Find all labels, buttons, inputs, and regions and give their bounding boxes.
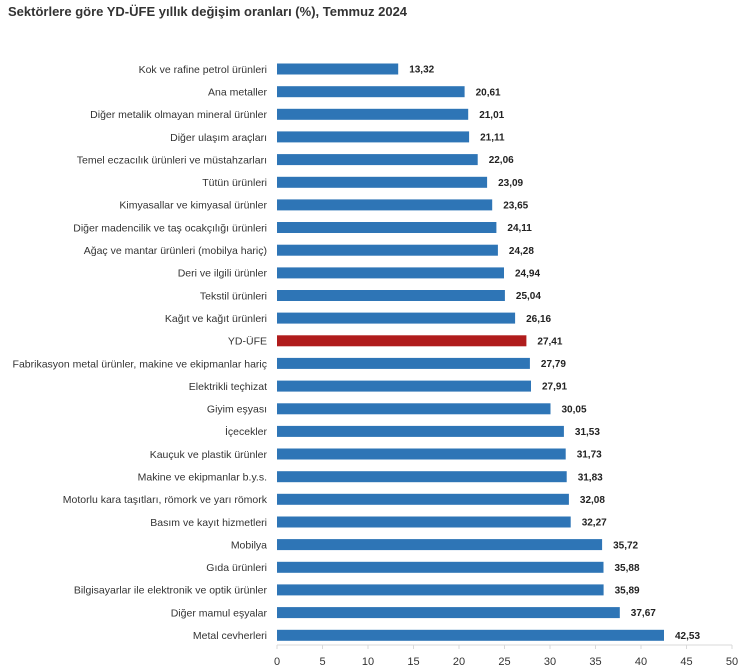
category-label: Makine ve ekipmanlar b.y.s. — [138, 472, 267, 484]
data-label: 31,83 — [578, 472, 603, 483]
data-label: 31,73 — [577, 450, 602, 461]
x-tick-label: 35 — [589, 656, 601, 668]
bar — [277, 516, 571, 528]
data-label: 31,53 — [575, 427, 600, 438]
data-label: 23,65 — [503, 201, 528, 212]
category-label: İçecekler — [225, 425, 268, 438]
bar — [277, 86, 465, 98]
category-label: Motorlu kara taşıtları, römork ve yarı r… — [63, 494, 268, 506]
bar — [277, 584, 604, 596]
category-label: Basım ve kayıt hizmetleri — [150, 517, 267, 529]
category-label: Metal cevherleri — [193, 630, 267, 642]
x-tick-label: 10 — [362, 656, 374, 668]
bar — [277, 267, 504, 279]
category-label: Diğer madencilik ve taş ocakçılığı ürünl… — [73, 222, 267, 234]
data-label: 24,11 — [507, 223, 532, 234]
data-label: 35,89 — [615, 586, 640, 597]
data-label: 21,01 — [479, 110, 504, 121]
bar — [277, 471, 567, 483]
data-label: 27,79 — [541, 359, 566, 370]
x-tick-label: 50 — [726, 656, 738, 668]
data-label: 32,27 — [582, 518, 607, 529]
category-label: Temel eczacılık ürünleri ve müstahzarlar… — [77, 154, 267, 166]
bar — [277, 425, 564, 437]
data-label: 42,53 — [675, 631, 700, 642]
chart-title: Sektörlere göre YD-ÜFE yıllık değişim or… — [8, 4, 408, 19]
category-label: Ana metaller — [208, 87, 267, 99]
bar — [277, 199, 493, 211]
bar — [277, 493, 569, 505]
data-label: 37,67 — [631, 608, 656, 619]
data-label: 20,61 — [476, 87, 501, 98]
category-label: Tütün ürünleri — [202, 177, 267, 189]
data-label: 30,05 — [562, 404, 587, 415]
category-label: Kok ve rafine petrol ürünleri — [139, 64, 267, 76]
data-label: 13,32 — [409, 65, 434, 76]
bar — [277, 607, 620, 619]
category-label: Elektrikli teçhizat — [189, 381, 267, 393]
bar — [277, 290, 505, 301]
x-tick-label: 20 — [453, 656, 465, 668]
data-label: 27,91 — [542, 382, 567, 393]
bar — [277, 448, 566, 460]
bar — [277, 176, 488, 188]
bar — [277, 63, 399, 75]
data-label: 24,94 — [515, 269, 540, 280]
data-label: 24,28 — [509, 246, 534, 257]
category-label: Tekstil ürünleri — [200, 290, 267, 302]
x-tick-label: 25 — [498, 656, 510, 668]
x-tick-label: 30 — [544, 656, 556, 668]
category-label: Diğer ulaşım araçları — [170, 132, 267, 144]
data-label: 25,04 — [516, 291, 541, 302]
category-label: Kimyasallar ve kimyasal ürünler — [119, 200, 267, 212]
bar — [277, 131, 470, 143]
bar — [277, 312, 516, 324]
category-label: Kağıt ve kağıt ürünleri — [165, 313, 267, 325]
x-tick-label: 15 — [407, 656, 419, 668]
data-label: 35,72 — [613, 540, 638, 551]
x-tick-label: 0 — [274, 656, 280, 668]
bar — [277, 380, 531, 392]
data-label: 27,41 — [537, 336, 562, 347]
data-label: 26,16 — [526, 314, 551, 325]
data-label: 35,88 — [615, 563, 640, 574]
x-tick-label: 45 — [680, 656, 692, 668]
bar — [277, 561, 604, 573]
category-label: Fabrikasyon metal ürünler, makine ve eki… — [13, 358, 267, 370]
bar — [277, 403, 551, 415]
bar-highlight — [277, 335, 527, 347]
bar — [277, 539, 603, 551]
data-label: 21,11 — [480, 133, 505, 144]
data-label: 32,08 — [580, 495, 605, 506]
category-label: Diğer mamul eşyalar — [171, 607, 268, 619]
category-label: Ağaç ve mantar ürünleri (mobilya hariç) — [84, 245, 267, 257]
category-label: Kauçuk ve plastik ürünler — [150, 449, 268, 461]
x-tick-label: 5 — [319, 656, 325, 668]
category-label: Diğer metalik olmayan mineral ürünler — [90, 109, 267, 121]
bar — [277, 108, 469, 120]
category-label: Giyim eşyası — [207, 404, 267, 416]
category-label: YD-ÜFE — [228, 336, 267, 348]
data-label: 23,09 — [498, 178, 523, 189]
bar — [277, 357, 530, 369]
bar — [277, 244, 498, 256]
data-label: 22,06 — [489, 155, 514, 166]
bar — [277, 629, 664, 641]
category-label: Mobilya — [231, 539, 267, 551]
category-label: Deri ve ilgili ürünler — [178, 268, 268, 280]
bar — [277, 222, 497, 233]
category-label: Bilgisayarlar ile elektronik ve optik ür… — [74, 585, 268, 597]
bar — [277, 154, 478, 166]
x-tick-label: 40 — [635, 656, 647, 668]
category-label: Gıda ürünleri — [206, 562, 267, 574]
